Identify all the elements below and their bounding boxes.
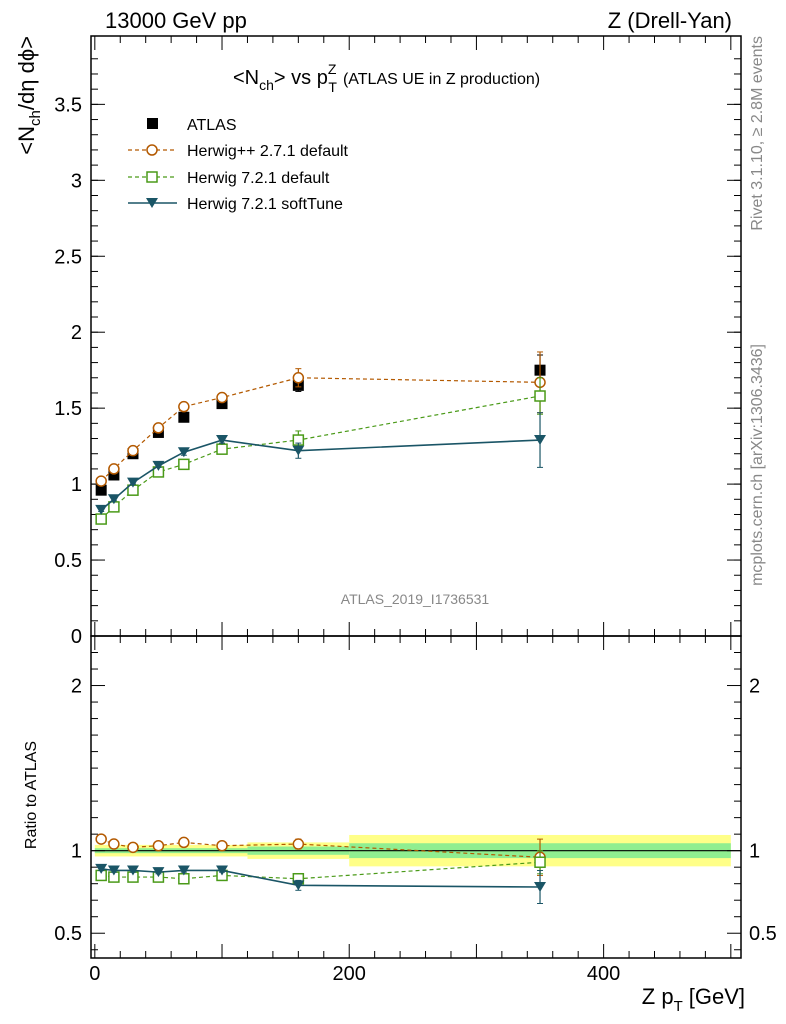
data-point <box>152 867 165 878</box>
legend-marker-atlas <box>147 118 158 129</box>
data-point <box>95 484 107 496</box>
data-point <box>216 839 228 852</box>
legend-label-herwigpp-271: Herwig++ 2.7.1 default <box>187 143 349 160</box>
legend: ATLAS Herwig++ 2.7.1 default Herwig 7.2.… <box>128 117 349 213</box>
data-point <box>216 443 228 455</box>
data-point <box>534 390 546 402</box>
legend-label-herwig-721-default: Herwig 7.2.1 default <box>187 170 330 187</box>
legend-entry-atlas: ATLAS <box>147 117 237 134</box>
series-line <box>100 395 541 520</box>
lower-panel: 0.5 0.5 1 1 2 2 0 200 400 <box>54 635 777 985</box>
legend-marker-herwig-721-default <box>146 171 158 183</box>
data-point <box>534 856 546 868</box>
data-point <box>126 865 139 876</box>
data-point <box>292 880 305 891</box>
x-tick-label: 0 <box>89 963 100 985</box>
series-3 <box>95 412 547 515</box>
data-point <box>292 838 305 850</box>
y-tick-label: 0.5 <box>54 923 82 945</box>
legend-marker-herwig-721-softtune <box>146 198 158 208</box>
data-point <box>152 460 165 471</box>
data-point <box>95 504 108 515</box>
data-point <box>107 494 120 505</box>
header-collision-label: 13000 GeV pp <box>105 8 247 33</box>
data-point <box>534 435 547 446</box>
legend-entry-herwig-721-default: Herwig 7.2.1 default <box>128 170 330 187</box>
data-point <box>152 422 165 434</box>
analysis-watermark: ATLAS_2019_I1736531 <box>341 591 490 607</box>
y-tick-label: 1.5 <box>54 398 82 420</box>
y-tick-label: 1 <box>71 841 82 863</box>
y-tick-label: 2 <box>71 322 82 344</box>
data-point <box>107 865 120 876</box>
main-plot-title: <Nch> vs pZ T (ATLAS UE in Z production) <box>233 61 540 95</box>
y-tick-label: 3 <box>71 170 82 192</box>
x-tick-label: 400 <box>587 963 620 985</box>
header-process-label: Z (Drell-Yan) <box>608 8 732 33</box>
data-point <box>95 475 107 487</box>
data-point <box>126 477 139 488</box>
y-tick-label: 1 <box>71 474 82 496</box>
legend-label-atlas: ATLAS <box>187 117 237 134</box>
y-tick-label-right: 1 <box>749 841 760 863</box>
data-point <box>177 865 190 876</box>
y-tick-label: 2.5 <box>54 246 82 268</box>
data-point <box>178 458 190 471</box>
lower-y-axis-label: Ratio to ATLAS <box>23 741 40 849</box>
data-point <box>108 838 120 850</box>
y-tick-label: 0.5 <box>54 550 82 572</box>
y-tick-label-right: 2 <box>749 676 760 698</box>
data-point <box>95 863 108 874</box>
data-point <box>216 865 229 876</box>
mcplots-label: mcplots.cern.ch [arXiv:1306.3436] <box>749 344 766 586</box>
series-line <box>101 868 541 888</box>
series-2 <box>95 377 546 525</box>
data-point <box>216 398 228 410</box>
y-tick-label: 2 <box>71 676 82 698</box>
data-point <box>216 391 228 404</box>
data-point <box>178 400 190 413</box>
legend-label-herwig-721-softtune: Herwig 7.2.1 softTune <box>187 196 343 213</box>
y-tick-label: 0 <box>71 626 82 648</box>
upper-panel: 0 0.5 1 1.5 2 2.5 3 3.5 <box>54 35 742 648</box>
legend-entry-herwigpp-271: Herwig++ 2.7.1 default <box>128 143 349 160</box>
data-point <box>108 469 120 481</box>
data-point <box>177 447 190 458</box>
y-tick-label-right: 0.5 <box>749 923 777 945</box>
upper-y-axis-label: <Nch/dη dϕ> <box>14 36 44 155</box>
series-line <box>100 439 541 511</box>
x-axis-label: Z pT [GeV] <box>642 984 745 1015</box>
data-point <box>178 411 190 423</box>
data-point <box>95 833 107 845</box>
panel-frame <box>90 635 742 959</box>
data-point <box>292 445 305 456</box>
series-1 <box>95 351 546 487</box>
rivet-version-label: Rivet 3.1.10, ≥ 2.8M events <box>749 36 766 231</box>
data-point <box>127 444 139 457</box>
data-point <box>108 463 120 475</box>
series-2 <box>95 863 547 905</box>
data-point <box>95 513 107 525</box>
data-point <box>127 841 139 854</box>
legend-entry-herwig-721-softtune: Herwig 7.2.1 softTune <box>128 196 343 213</box>
data-point <box>292 372 305 384</box>
data-point <box>178 836 190 849</box>
series-line <box>100 377 541 482</box>
y-tick-label: 3.5 <box>54 94 82 116</box>
legend-marker-herwigpp-271 <box>146 144 158 156</box>
data-point <box>216 435 229 446</box>
data-point <box>152 839 165 852</box>
data-point <box>534 881 547 892</box>
x-tick-label: 200 <box>333 963 366 985</box>
